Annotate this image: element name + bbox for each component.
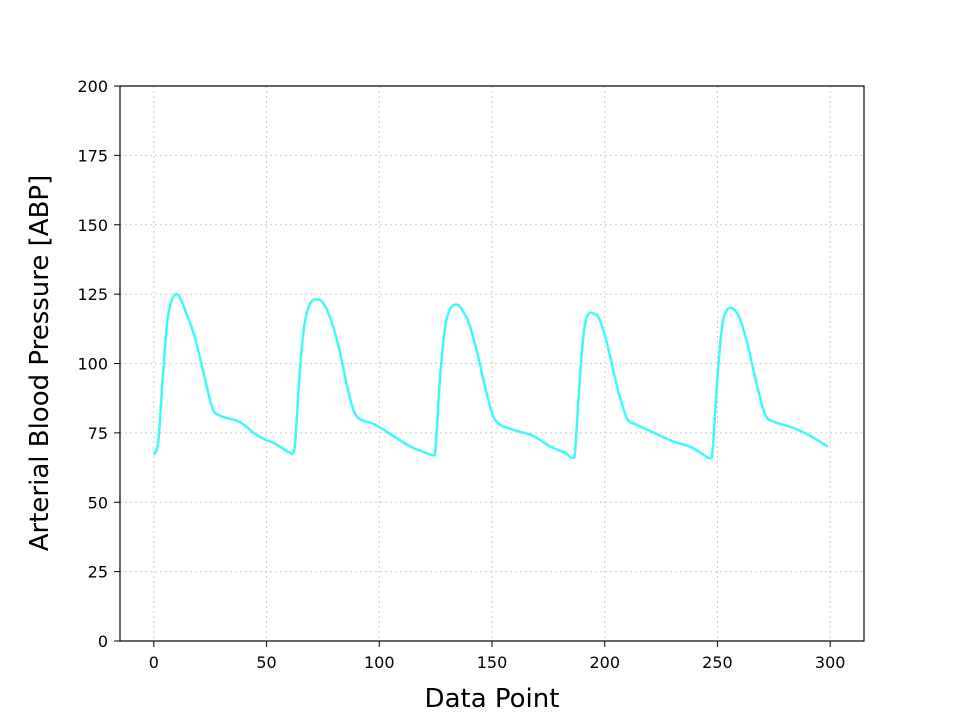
ticks: 0 50 100 150 200 250 300 0 25 50 75 100 125 150 175 200: [77, 77, 845, 672]
x-tick-label: 300: [815, 653, 846, 672]
x-tick-label: 150: [477, 653, 508, 672]
y-tick-label: 75: [88, 424, 108, 443]
x-tick-label: 200: [589, 653, 620, 672]
x-axis-title: Data Point: [425, 684, 560, 714]
series-layer: [152, 292, 829, 460]
x-tick-label: 100: [364, 653, 395, 672]
y-tick-label: 25: [88, 563, 108, 582]
y-tick-label: 150: [77, 216, 108, 235]
x-tick-label: 0: [149, 653, 159, 672]
y-tick-label: 0: [98, 632, 108, 651]
y-tick-label: 200: [77, 77, 108, 96]
x-tick-label: 250: [702, 653, 733, 672]
y-tick-label: 125: [77, 285, 108, 304]
y-tick-label: 50: [88, 493, 108, 512]
x-tick-label: 50: [256, 653, 276, 672]
y-axis-title: Arterial Blood Pressure [ABP]: [25, 175, 55, 552]
y-tick-label: 175: [77, 146, 108, 165]
abp-series-line: [152, 292, 829, 460]
y-tick-label: 100: [77, 355, 108, 374]
